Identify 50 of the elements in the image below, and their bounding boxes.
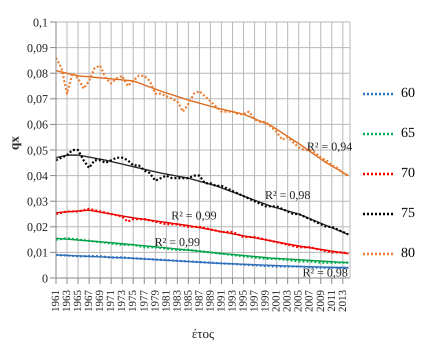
- x-tick-label: 2001: [270, 290, 283, 312]
- y-tick-label: 0,09: [27, 40, 48, 55]
- annotation: R² = 0,98: [302, 266, 348, 280]
- x-tick-label: 2005: [292, 290, 305, 312]
- x-tick-label: 1983: [171, 290, 184, 312]
- x-tick-label: 1991: [215, 290, 228, 312]
- x-tick-label: 1975: [127, 290, 140, 312]
- y-tick-label: 0,01: [27, 246, 48, 260]
- x-tick-label: 1993: [226, 290, 239, 312]
- x-tick-label: 2013: [336, 290, 349, 312]
- legend-label: 70: [401, 166, 415, 182]
- x-tick-label: 1999: [260, 290, 272, 312]
- y-tick-label: 0,06: [27, 118, 48, 132]
- x-tick-label: 2007: [304, 290, 316, 312]
- y-tick-label: 0,1: [33, 15, 48, 30]
- x-tick-label: 1985: [182, 290, 194, 312]
- x-tick-label: 1987: [193, 290, 206, 312]
- x-tick-label: 2009: [314, 290, 327, 312]
- y-tick-label: 0,03: [27, 194, 48, 208]
- x-tick-label: 1965: [72, 290, 84, 312]
- x-axis-title: έτος: [192, 326, 216, 341]
- x-tick-label: 1963: [61, 290, 74, 312]
- y-tick-label: 0,08: [27, 66, 48, 80]
- x-tick-label: 1981: [160, 290, 172, 312]
- legend-label: 80: [401, 246, 415, 262]
- x-tick-label: 1961: [50, 290, 62, 312]
- y-tick-label: 0,05: [27, 143, 48, 158]
- x-tick-label: 1989: [204, 290, 216, 312]
- x-tick-label: 1967: [83, 290, 96, 312]
- y-tick-label: 0,04: [27, 168, 48, 183]
- x-tick-label: 1969: [94, 290, 106, 312]
- x-tick-label: 2011: [326, 290, 338, 312]
- annotation: R² = 0,94: [306, 139, 352, 154]
- x-tick-label: 1979: [149, 290, 162, 312]
- x-tick-label: 1977: [138, 290, 150, 312]
- y-tick-label: 0: [42, 271, 48, 286]
- legend-label: 65: [401, 126, 415, 142]
- x-tick-label: 1971: [105, 290, 118, 312]
- annotation: R² = 0,99: [154, 234, 200, 249]
- x-tick-label: 1973: [116, 290, 128, 312]
- legend-label: 75: [401, 206, 415, 222]
- annotation: R² = 0,98: [264, 188, 310, 202]
- legend-label: 60: [401, 86, 415, 102]
- x-tick-label: 1997: [248, 290, 261, 312]
- annotation: R² = 0,99: [171, 208, 217, 223]
- x-tick-label: 2003: [282, 290, 294, 312]
- y-axis-title: qx: [6, 136, 22, 150]
- x-tick-label: 1995: [238, 290, 250, 312]
- y-tick-label: 0,07: [27, 92, 48, 106]
- y-tick-label: 0,02: [27, 220, 48, 234]
